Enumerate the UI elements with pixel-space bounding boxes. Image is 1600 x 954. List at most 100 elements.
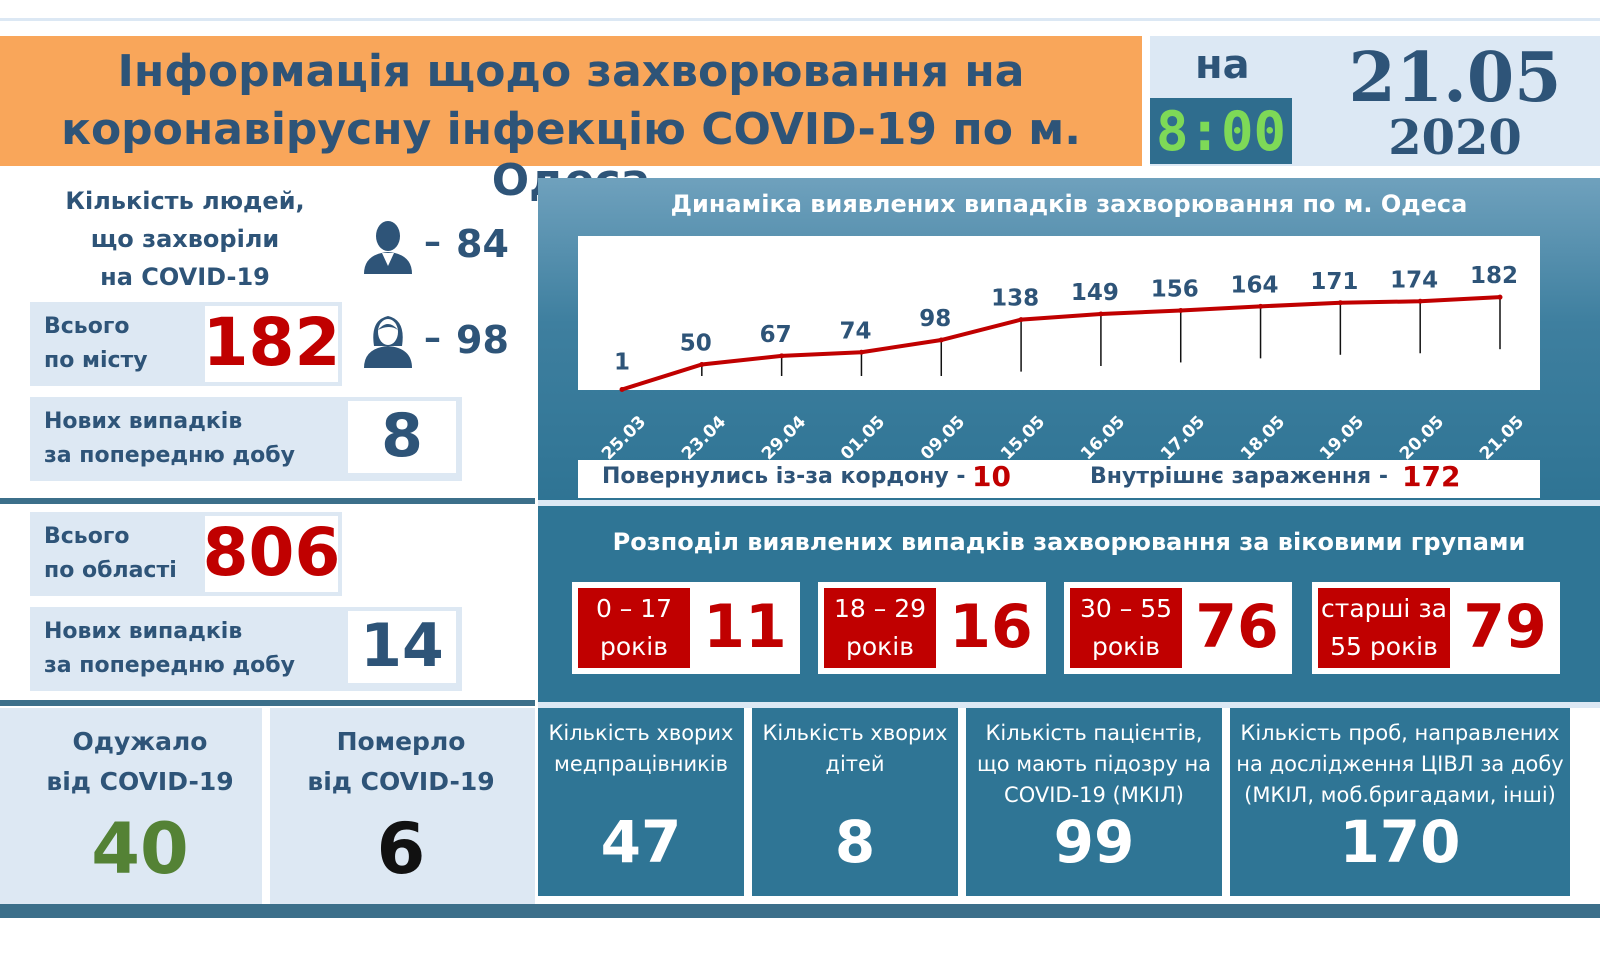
stat-0: Кількість хворих медпрацівників 47 bbox=[538, 708, 744, 896]
right-divider-2 bbox=[538, 702, 1600, 708]
age-panel: Розподіл виявлених випадків захворювання… bbox=[538, 506, 1600, 702]
chart-point bbox=[1497, 294, 1503, 300]
chart-data-label: 74 bbox=[839, 318, 871, 344]
header-year: 2020 bbox=[1388, 110, 1522, 166]
region-total-label-line1: Всього bbox=[44, 524, 130, 549]
chart-x-tick-label: 20.05 bbox=[1396, 411, 1449, 465]
region-new-value: 14 bbox=[360, 611, 444, 681]
header-title-panel: Інформація щодо захворювання на коронаві… bbox=[0, 36, 1142, 206]
age-group-3-label-line1: старші за bbox=[1321, 594, 1447, 623]
internal-label: Внутрішнє зараження - bbox=[1090, 464, 1388, 489]
chart-point bbox=[1178, 307, 1184, 313]
chart-point bbox=[1098, 311, 1104, 317]
stat-1: Кількість хворих дітей 8 bbox=[752, 708, 958, 896]
age-group-1-label: 18 – 29 років bbox=[824, 588, 936, 668]
stat-1-line2: дітей bbox=[825, 752, 885, 776]
region-total-label: Всього по області bbox=[44, 520, 177, 588]
stat-3-line3: (МКІЛ, моб.бригадами, інші) bbox=[1244, 783, 1556, 807]
age-group-2-label-line1: 30 – 55 bbox=[1079, 594, 1173, 623]
header-title-line1: Інформація щодо захворювання на bbox=[117, 46, 1025, 97]
recovered-label-line1: Одужало bbox=[72, 727, 208, 756]
city-total-panel: Всього по місту 182 bbox=[30, 302, 342, 386]
died-label-line1: Померло bbox=[336, 727, 466, 756]
stat-3: Кількість проб, направлених на досліджен… bbox=[1230, 708, 1570, 896]
stat-0-line2: медпрацівників bbox=[554, 752, 728, 776]
age-group-3-label-line2: 55 років bbox=[1330, 632, 1438, 661]
age-group-0-label-line1: 0 – 17 bbox=[595, 594, 673, 623]
age-group-3-value: 79 bbox=[1463, 592, 1547, 662]
region-total-box: 806 bbox=[203, 514, 340, 592]
age-group-2: 30 – 55 років 76 bbox=[1064, 582, 1292, 674]
stat-1-value: 8 bbox=[834, 808, 876, 876]
age-group-0: 0 – 17 років 11 bbox=[572, 582, 800, 674]
stat-3-line2: на дослідження ЦІВЛ за добу bbox=[1236, 752, 1564, 776]
chart-data-label: 149 bbox=[1071, 280, 1119, 306]
age-group-1-label-line2: років bbox=[846, 632, 914, 661]
female-count: 98 bbox=[456, 318, 509, 362]
city-new-label-line1: Нових випадків bbox=[44, 409, 243, 434]
male-icon bbox=[360, 216, 416, 276]
chart-data-label: 174 bbox=[1390, 267, 1438, 293]
chart-series-line bbox=[621, 295, 1501, 392]
recovered-label: Одужало від COVID-19 bbox=[0, 722, 280, 802]
chart-data-label: 182 bbox=[1470, 263, 1518, 289]
chart-point bbox=[619, 386, 625, 392]
chart-x-tick-label: 09.05 bbox=[917, 411, 970, 465]
stat-0-title: Кількість хворих медпрацівників bbox=[538, 718, 744, 780]
stat-3-line1: Кількість проб, направлених bbox=[1240, 721, 1560, 745]
died-panel: Померло від COVID-19 6 bbox=[270, 708, 535, 904]
stat-1-line1: Кількість хворих bbox=[762, 721, 948, 745]
city-total-value: 182 bbox=[202, 304, 341, 381]
recovered-value: 40 bbox=[91, 808, 189, 890]
chart-x-tick-label: 21.05 bbox=[1476, 411, 1529, 465]
chart-data-label: 67 bbox=[760, 322, 792, 348]
chart-x-tick-label: 29.04 bbox=[757, 411, 810, 465]
age-group-1-value: 16 bbox=[949, 592, 1033, 662]
chart-x-tick-label: 23.04 bbox=[677, 411, 730, 465]
region-total-panel: Всього по області 806 bbox=[30, 512, 342, 596]
chart-x-tick-label: 01.05 bbox=[837, 411, 890, 465]
age-group-3: старші за 55 років 79 bbox=[1312, 582, 1560, 674]
city-total-box: 182 bbox=[203, 304, 340, 382]
region-new-label-line2: за попередню добу bbox=[44, 653, 295, 678]
chart-data-label: 50 bbox=[680, 331, 712, 357]
chart-point bbox=[1337, 300, 1343, 306]
city-total-label-line1: Всього bbox=[44, 314, 130, 339]
chart-panel: Динаміка виявлених випадків захворювання… bbox=[538, 178, 1600, 500]
female-icon bbox=[360, 310, 416, 370]
age-title: Розподіл виявлених випадків захворювання… bbox=[612, 528, 1526, 556]
stat-2-value: 99 bbox=[1053, 808, 1135, 876]
chart-point bbox=[858, 349, 864, 355]
age-group-1: 18 – 29 років 16 bbox=[818, 582, 1046, 674]
recovered-label-line2: від COVID-19 bbox=[46, 767, 234, 796]
city-new-panel: Нових випадків за попередню добу 8 bbox=[30, 397, 462, 481]
chart-point bbox=[699, 362, 705, 367]
stat-2-title: Кількість пацієнтів, що мають підозру на… bbox=[966, 718, 1222, 811]
chart-point bbox=[1258, 303, 1264, 309]
stat-1-title: Кількість хворих дітей bbox=[752, 718, 958, 780]
divider-2 bbox=[0, 700, 535, 706]
died-value: 6 bbox=[376, 808, 426, 890]
header-date: 21.05 bbox=[1348, 38, 1562, 118]
stat-0-value: 47 bbox=[600, 808, 682, 876]
top-rule bbox=[0, 18, 1600, 21]
stat-3-title: Кількість проб, направлених на досліджен… bbox=[1230, 718, 1570, 811]
city-total-label-line2: по місту bbox=[44, 348, 148, 373]
chart-data-label: 98 bbox=[919, 306, 951, 332]
chart-data-label: 171 bbox=[1310, 269, 1358, 295]
chart-point bbox=[1417, 298, 1423, 304]
chart-x-tick-label: 25.03 bbox=[598, 411, 651, 465]
region-total-value: 806 bbox=[202, 514, 341, 591]
age-group-2-value: 76 bbox=[1195, 592, 1279, 662]
age-group-3-label: старші за 55 років bbox=[1318, 588, 1450, 668]
right-divider-1 bbox=[538, 500, 1600, 506]
region-total-label-line2: по області bbox=[44, 558, 177, 583]
age-group-0-value: 11 bbox=[703, 592, 787, 662]
chart-data-label: 1 bbox=[614, 349, 630, 375]
divider-1 bbox=[0, 498, 535, 504]
chart-point bbox=[1018, 317, 1024, 323]
stat-2-line1: Кількість пацієнтів, bbox=[985, 721, 1203, 745]
abroad-label: Повернулись із-за кордону - bbox=[602, 464, 966, 489]
region-new-panel: Нових випадків за попередню добу 14 bbox=[30, 607, 462, 691]
people-label: Кількість людей, що захворіли на COVID-1… bbox=[30, 182, 340, 296]
